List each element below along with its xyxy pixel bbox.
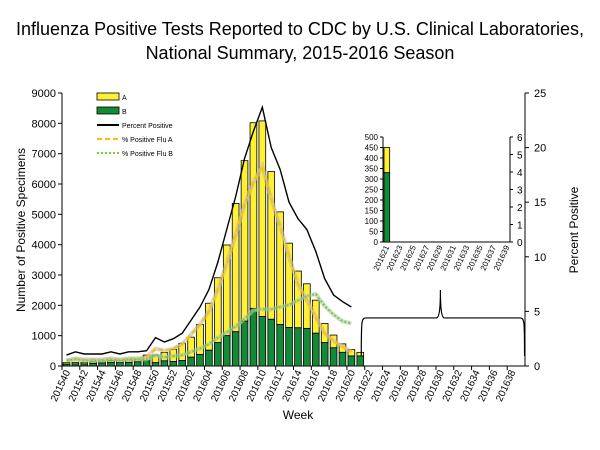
inset-y-right-tick-label: 1 <box>517 221 523 232</box>
legend-swatch-A <box>96 92 120 101</box>
bar-flu-a <box>240 160 249 322</box>
y-tick-label: 2000 <box>32 300 56 312</box>
y-right-tick-label: 15 <box>534 197 546 209</box>
bar-flu-b <box>62 363 71 367</box>
inset-bracket <box>360 289 526 357</box>
inset-y-tick-label: 250 <box>365 186 379 195</box>
inset-y-right-tick-label: 4 <box>517 168 523 179</box>
inset-y-right-tick-label: 3 <box>517 186 523 197</box>
bar-flu-b <box>214 342 222 367</box>
bar-flu-b <box>98 362 106 367</box>
inset-y-tick-label: 500 <box>365 133 379 142</box>
bar-flu-b <box>205 349 213 367</box>
y-tick-label: 4000 <box>32 240 56 252</box>
y-tick-label: 7000 <box>32 149 56 161</box>
line-percent-positive <box>66 104 352 356</box>
bar-flu-a <box>258 120 267 317</box>
legend-label: B <box>122 109 127 116</box>
bar-flu-b <box>116 362 124 367</box>
bar-flu-b <box>187 356 195 367</box>
inset-y-tick-label: 450 <box>365 144 379 153</box>
inset-y-right-tick-label: 5 <box>517 151 523 162</box>
bar-flu-b <box>196 354 204 367</box>
inset-y-tick-label: 50 <box>369 228 378 237</box>
inset-y-tick-label: 100 <box>365 217 379 226</box>
bar-flu-b <box>80 363 89 367</box>
bar-flu-b <box>311 332 320 367</box>
chart-title-line1: Influenza Positive Tests Reported to CDC… <box>16 19 584 39</box>
bar-flu-b <box>338 351 347 367</box>
bar-flu-b <box>151 362 160 367</box>
legend-label: Percent Positive <box>122 123 173 130</box>
bar-flu-b <box>222 335 231 367</box>
y-tick-label: 8000 <box>32 118 56 130</box>
y-tick-label: 9000 <box>32 88 56 100</box>
bar-flu-b <box>294 327 302 367</box>
y-tick-label: 6000 <box>32 179 56 191</box>
bar-flu-b <box>160 360 169 367</box>
bar-flu-b <box>231 331 240 367</box>
bar-flu-b <box>89 363 97 367</box>
y-axis-right-label: Percent Positive <box>567 186 581 273</box>
y-right-tick-label: 25 <box>534 88 546 100</box>
bar-flu-b <box>329 347 338 367</box>
y-tick-label: 5000 <box>32 209 56 221</box>
bar-flu-b <box>142 360 151 367</box>
bar-flu-b <box>124 361 133 367</box>
bar-flu-b <box>347 355 356 367</box>
legend-label: % Positive Flu B <box>122 151 173 158</box>
bar-flu-b <box>276 324 284 367</box>
y-right-tick-label: 5 <box>534 306 540 318</box>
inset-y-tick-label: 0 <box>374 238 379 247</box>
legend-label: % Positive Flu A <box>122 137 173 144</box>
line-shadow <box>66 291 352 363</box>
line--positive-flu-a <box>66 163 352 362</box>
bar-flu-b <box>320 342 329 367</box>
inset-bar-flu-a <box>383 147 391 174</box>
bar-flu-b <box>267 318 276 367</box>
legend-swatch-B <box>96 106 120 115</box>
y-tick-label: 0 <box>50 361 56 373</box>
y-tick-label: 1000 <box>32 331 56 343</box>
chart-title-line2: National Summary, 2015-2016 Season <box>145 43 455 63</box>
y-right-tick-label: 0 <box>534 361 540 373</box>
inset-y-tick-label: 400 <box>365 154 379 163</box>
y-right-tick-label: 10 <box>534 252 546 264</box>
inset-y-tick-label: 300 <box>365 175 379 184</box>
bar-flu-b <box>356 355 365 367</box>
inset-y-right-tick-label: 6 <box>517 133 523 144</box>
bar-flu-a <box>249 122 258 309</box>
y-right-tick-label: 20 <box>534 143 546 155</box>
inset-bar-flu-b <box>383 172 391 243</box>
y-tick-label: 3000 <box>32 270 56 282</box>
bar-flu-b <box>303 327 311 367</box>
bar-flu-b <box>133 361 142 367</box>
bar-flu-b <box>178 360 186 367</box>
inset-y-right-tick-label: 2 <box>517 203 523 214</box>
bar-flu-b <box>107 362 115 367</box>
bar-flu-b <box>71 363 80 367</box>
bar-flu-a <box>356 351 365 357</box>
y-axis-label: Number of Positive Specimens <box>14 148 28 312</box>
bar-flu-b <box>240 320 249 367</box>
bar-flu-b <box>258 316 267 367</box>
bar-flu-b <box>285 327 293 367</box>
bar-flu-b <box>249 307 258 367</box>
inset-y-tick-label: 200 <box>365 196 379 205</box>
x-axis-label: Week <box>283 408 314 422</box>
inset-y-tick-label: 150 <box>365 207 379 216</box>
inset-y-right-tick-label: 0 <box>517 238 523 249</box>
bar-flu-b <box>169 361 178 367</box>
inset-y-tick-label: 350 <box>365 165 379 174</box>
legend-label: A <box>122 95 127 102</box>
